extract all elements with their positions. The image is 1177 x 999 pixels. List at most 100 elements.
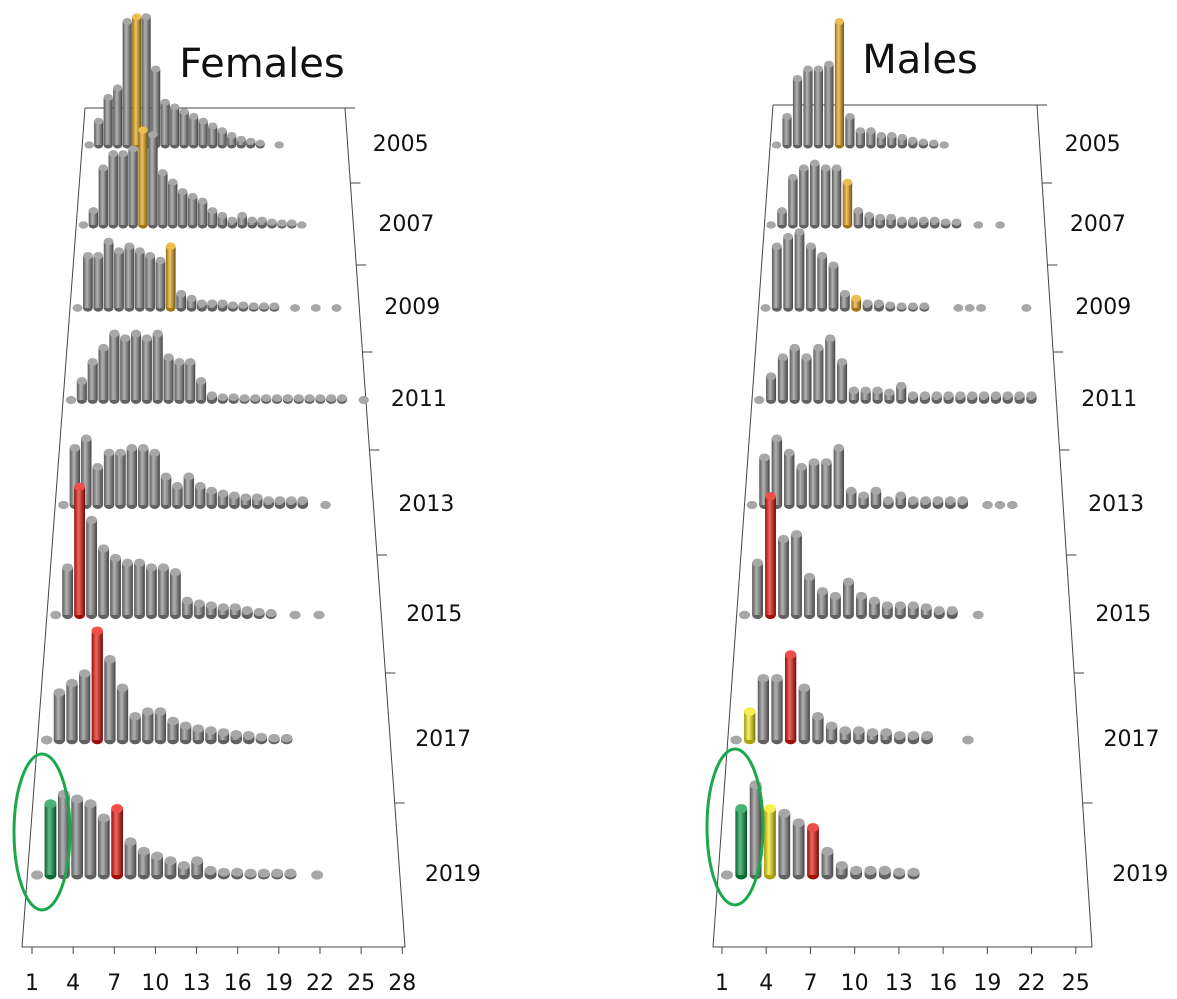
bar	[164, 856, 177, 880]
bar-top	[281, 733, 293, 743]
bar	[907, 867, 920, 880]
series-label: 2017	[415, 727, 471, 752]
bar	[197, 197, 208, 229]
bar-body	[217, 130, 227, 145]
bar	[238, 301, 249, 312]
bar-top	[807, 823, 819, 832]
bar-body	[820, 168, 831, 225]
bar-body	[154, 711, 167, 740]
bar-top	[41, 735, 53, 745]
bar	[807, 823, 819, 880]
bar-top	[834, 18, 844, 25]
bar	[817, 587, 828, 620]
bar	[83, 252, 93, 312]
series-label: 2015	[406, 602, 462, 627]
bar-top	[255, 732, 268, 742]
bar-body	[134, 562, 145, 615]
bar	[196, 299, 207, 312]
bar	[71, 794, 84, 880]
bar	[217, 728, 230, 745]
bar-top	[884, 388, 895, 397]
bar-top	[835, 861, 848, 870]
bar-top	[186, 294, 197, 303]
bar-top	[86, 515, 97, 525]
bar-top	[58, 501, 69, 509]
bar-top	[1014, 391, 1025, 400]
bar-top	[78, 221, 89, 229]
bar-top	[183, 472, 195, 481]
bar-top	[881, 601, 893, 610]
bar	[228, 393, 239, 404]
bar-top	[792, 818, 805, 828]
bar-body	[103, 97, 113, 145]
bar-body	[876, 135, 886, 145]
bar-top	[261, 394, 272, 402]
bar	[835, 861, 848, 880]
bar-top	[146, 563, 157, 572]
bar-body	[193, 603, 205, 615]
bar-body	[66, 683, 78, 740]
bar-body	[163, 357, 174, 400]
bar-top	[148, 131, 158, 139]
bar	[217, 603, 229, 620]
bar	[875, 213, 885, 229]
bar-top	[91, 626, 103, 636]
bar-body	[128, 149, 138, 225]
bar	[195, 482, 206, 509]
bar	[198, 117, 208, 149]
bar-top	[168, 178, 178, 186]
bar-body	[151, 856, 164, 875]
bar	[744, 707, 756, 745]
bar-body	[92, 467, 103, 505]
bar	[187, 192, 198, 229]
bar	[170, 103, 180, 149]
bar-top	[243, 730, 255, 740]
bar-body	[98, 548, 109, 615]
bar	[789, 343, 800, 404]
highlight-ring	[12, 752, 72, 912]
bar-top	[116, 683, 129, 693]
bar	[196, 377, 207, 404]
bar-body	[113, 88, 123, 145]
bar-top	[777, 353, 788, 362]
bar-top	[973, 221, 984, 229]
bar-top	[868, 596, 880, 605]
bar-body	[86, 520, 97, 615]
bar-body	[881, 605, 893, 615]
bar-top	[875, 213, 885, 221]
series-label: 2009	[384, 295, 440, 320]
bar-body	[799, 168, 809, 225]
bar	[817, 252, 828, 312]
bar-top	[65, 396, 77, 404]
bar-body	[74, 486, 86, 615]
bar-body	[53, 692, 66, 740]
bar	[74, 482, 86, 620]
bar-top	[951, 218, 962, 226]
bar-top	[794, 228, 805, 236]
bar-top	[866, 728, 879, 737]
bar	[990, 391, 1001, 404]
bar-body	[896, 385, 907, 400]
bar	[174, 358, 185, 404]
bar-top	[267, 218, 277, 226]
bar-top	[217, 127, 227, 135]
bar-top	[777, 207, 787, 215]
bar-top	[155, 256, 166, 265]
bar-top	[1002, 391, 1013, 400]
bar	[858, 491, 869, 509]
bar	[177, 188, 188, 229]
bar	[122, 558, 133, 620]
bar	[168, 178, 178, 229]
bar-top	[297, 496, 308, 505]
bar-top	[97, 813, 110, 823]
bar-top	[721, 870, 733, 880]
bar	[358, 396, 369, 404]
bar	[142, 707, 154, 745]
bar-top	[765, 492, 776, 501]
bar-top	[271, 868, 284, 878]
bar	[886, 213, 896, 229]
bar	[103, 94, 113, 149]
bar-body	[187, 196, 198, 225]
bar-top	[176, 290, 186, 298]
bar	[907, 601, 919, 620]
